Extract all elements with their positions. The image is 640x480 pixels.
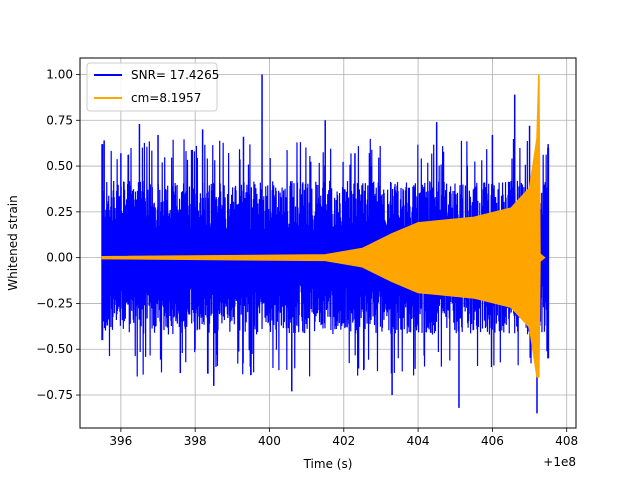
legend-label-snr: SNR= 17.4265	[131, 68, 219, 82]
y-tick-label: 0.75	[46, 113, 73, 127]
y-axis-label: Whitened strain	[6, 195, 20, 291]
y-tick-label: 1.00	[46, 67, 73, 81]
x-offset-label: +1e8	[543, 455, 576, 469]
x-tick-label: 406	[481, 434, 504, 448]
x-tick-label: 404	[407, 434, 430, 448]
x-tick-label: 408	[555, 434, 578, 448]
x-tick-label: 398	[184, 434, 207, 448]
y-tick-label: −0.50	[36, 342, 73, 356]
axis-ticks: 396 398 400 402 404 406 408 −0.75 −0.50 −0.25 0.00…	[36, 67, 578, 448]
y-tick-label: −0.25	[36, 296, 73, 310]
plot-frame	[79, 57, 577, 429]
y-tick-label: 0.00	[46, 251, 73, 265]
y-tick-label: 0.25	[46, 205, 73, 219]
x-axis-label: Time (s)	[303, 457, 353, 471]
x-tick-label: 400	[258, 434, 281, 448]
series-layer	[101, 74, 550, 414]
series-cm-waveform	[101, 74, 546, 378]
y-tick-label: −0.75	[36, 388, 73, 402]
y-tick-label: 0.50	[46, 159, 73, 173]
x-tick-label: 402	[332, 434, 355, 448]
x-tick-label: 396	[109, 434, 132, 448]
legend: SNR= 17.4265 cm=8.1957	[86, 62, 219, 112]
legend-label-cm: cm=8.1957	[131, 91, 201, 105]
